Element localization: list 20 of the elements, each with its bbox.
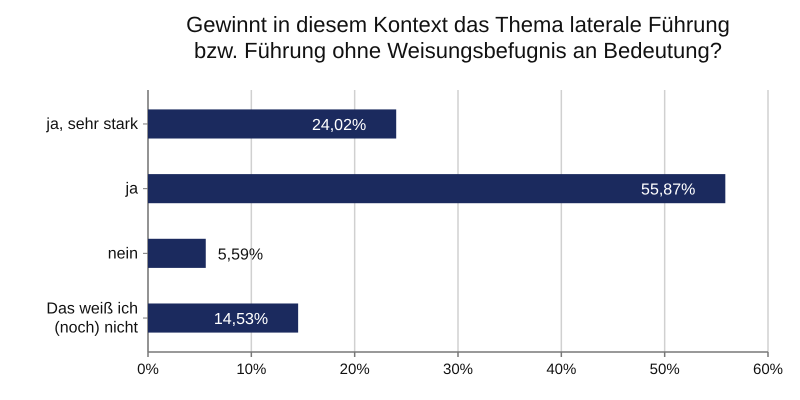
bar (148, 174, 726, 204)
y-tick-label: ja, sehr stark (45, 116, 139, 133)
bar (148, 238, 206, 268)
data-label: 14,53% (214, 311, 268, 328)
y-tick-label: ja (124, 180, 138, 198)
y-tick-label: nein (108, 245, 138, 262)
chart-title: Gewinnt in diesem Kontext das Thema laterale Führung bzw. Führung ohne Weisungsbefugnis an Bedeutung? (186, 12, 730, 63)
y-tick-label: Das weiß ich (noch) nicht (46, 300, 139, 337)
data-label: 5,59% (218, 246, 264, 264)
x-tick-label: 10% (236, 361, 266, 378)
x-tick-label: 20% (340, 361, 370, 378)
x-tick-label: 0% (137, 361, 159, 378)
bar (148, 109, 396, 139)
x-tick-label: 40% (546, 361, 576, 378)
data-label: 24,02% (312, 116, 366, 134)
x-tick-label: 60% (752, 361, 784, 378)
data-label: 55,87% (641, 182, 696, 199)
x-tick-label: 50% (650, 361, 680, 378)
x-tick-label: 30% (442, 361, 474, 378)
bar (148, 303, 298, 333)
